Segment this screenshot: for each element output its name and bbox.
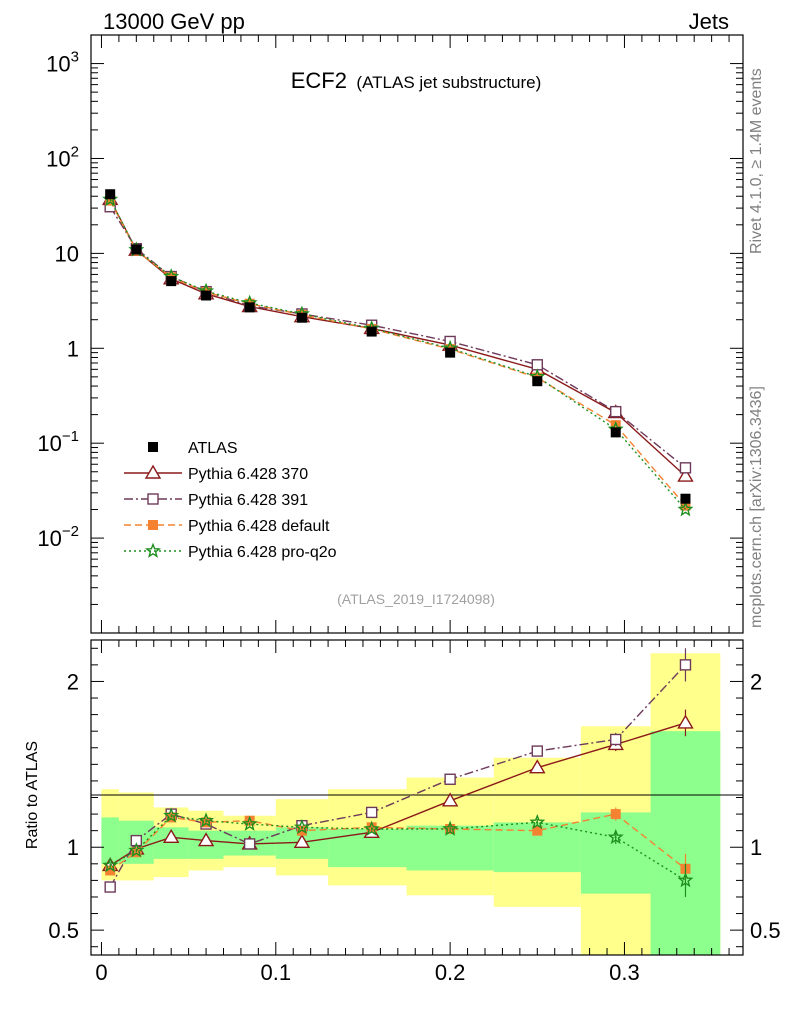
ratio-point-pythia-6-428-default xyxy=(105,865,116,876)
legend-marker-atlas xyxy=(148,442,158,452)
ratio-band-inner xyxy=(650,731,721,955)
ratio-y-tick-label-right: 0.5 xyxy=(750,918,781,943)
x-tick-label: 0.1 xyxy=(260,960,291,985)
x-axis: 0 0.1 0.2 0.3 xyxy=(95,35,730,985)
point-pythia-6-428-391 xyxy=(610,405,622,418)
point-atlas xyxy=(445,347,456,358)
ratio-point-pythia-6-428-default xyxy=(532,825,543,836)
chart-title-sub: (ATLAS jet substructure) xyxy=(356,73,541,92)
chart-title-main: ECF2 xyxy=(291,68,347,93)
point-pythia-6-428-391 xyxy=(679,462,692,474)
mcplots-source-label: mcplots.cern.ch [arXiv:1306.3436] xyxy=(748,386,765,628)
point-atlas xyxy=(532,376,543,387)
category-label: Jets xyxy=(689,9,729,34)
legend-item-pythia-6-428-default: Pythia 6.428 default xyxy=(124,518,330,535)
ratio-point-pythia-6-428-pro-q2o xyxy=(363,820,380,836)
ratio-point-pythia-6-428-370 xyxy=(293,833,311,848)
ratio-point-pythia-6-428-370 xyxy=(529,759,546,774)
ratio-point-pythia-6-428-pro-q2o xyxy=(128,842,145,858)
analysis-id-label: (ATLAS_2019_I1724098) xyxy=(337,591,495,607)
x-tick-label: 0 xyxy=(95,960,107,985)
ratio-point-pythia-6-428-pro-q2o xyxy=(163,807,180,823)
main-y-tick-label: 103 xyxy=(46,49,79,77)
ratio-point-pythia-6-428-pro-q2o xyxy=(102,857,119,873)
ratio-point-pythia-6-428-391 xyxy=(243,838,256,850)
series-line-pythia-6-428-pro-q2o xyxy=(109,199,686,510)
ratio-band-inner xyxy=(580,812,651,894)
energy-label: 13000 GeV pp xyxy=(103,9,245,34)
legend-label-pythia-6-428-default: Pythia 6.428 default xyxy=(188,518,330,535)
main-y-tick-label: 10−1 xyxy=(37,428,79,456)
ratio-point-pythia-6-428-default xyxy=(610,809,621,820)
ratio-point-pythia-6-428-391 xyxy=(104,881,116,893)
ratio-point-pythia-6-428-370 xyxy=(441,792,459,807)
ratio-point-pythia-6-428-370 xyxy=(162,828,180,843)
ratio-point-pythia-6-428-391 xyxy=(444,773,456,785)
point-pythia-6-428-default xyxy=(610,420,621,431)
ratio-y-axis-label: Ratio to ATLAS xyxy=(24,741,41,849)
legend-item-atlas: ATLAS xyxy=(148,440,238,457)
point-atlas xyxy=(296,312,307,323)
ratio-point-pythia-6-428-391 xyxy=(365,806,378,819)
legend-label-atlas: ATLAS xyxy=(188,440,238,457)
ratio-point-pythia-6-428-391 xyxy=(531,745,543,757)
ratio-y-tick-label-right: 1 xyxy=(750,835,762,860)
legend-marker-pythia-6-428-370 xyxy=(144,464,162,479)
chart-title: ECF2 (ATLAS jet substructure) xyxy=(291,68,542,93)
ratio-point-pythia-6-428-pro-q2o xyxy=(529,813,546,830)
main-plot-frame xyxy=(90,34,744,634)
ratio-y-tick-label-left: 1 xyxy=(67,835,79,860)
legend-marker-pythia-6-428-default xyxy=(148,520,158,530)
legend-item-pythia-6-428-pro-q2o: Pythia 6.428 pro-q2o xyxy=(124,542,337,561)
ratio-point-pythia-6-428-pro-q2o xyxy=(677,871,694,888)
ratio-point-pythia-6-428-pro-q2o xyxy=(241,815,258,831)
rivet-version-label: Rivet 4.1.0, ≥ 1.4M events xyxy=(748,68,765,254)
main-y-tick-label: 10 xyxy=(55,241,79,266)
ratio-y-tick-label-left: 0.5 xyxy=(48,918,79,943)
ratio-point-pythia-6-428-pro-q2o xyxy=(198,812,215,828)
point-atlas xyxy=(366,326,377,337)
legend-item-pythia-6-428-391: Pythia 6.428 391 xyxy=(124,492,308,509)
x-tick-label: 0.2 xyxy=(435,960,466,985)
ratio-point-pythia-6-428-pro-q2o xyxy=(293,818,310,835)
legend-item-pythia-6-428-370: Pythia 6.428 370 xyxy=(124,464,308,483)
point-atlas xyxy=(105,189,116,200)
x-tick-label: 0.3 xyxy=(609,960,640,985)
point-pythia-6-428-391 xyxy=(531,359,543,371)
ratio-point-pythia-6-428-default xyxy=(244,815,255,826)
ratio-y-tick-label-right: 2 xyxy=(750,669,762,694)
main-y-tick-label: 1 xyxy=(67,336,79,361)
point-atlas xyxy=(610,427,621,438)
point-atlas xyxy=(244,302,255,313)
ratio-point-pythia-6-428-pro-q2o xyxy=(607,828,624,845)
ratio-point-pythia-6-428-370 xyxy=(677,714,694,729)
ratio-line-pythia-6-428-391 xyxy=(109,664,686,888)
main-series-layer xyxy=(101,189,694,517)
point-atlas xyxy=(131,244,142,255)
ratio-point-pythia-6-428-391 xyxy=(610,733,622,746)
ratio-series-layer xyxy=(101,648,694,897)
legend-label-pythia-6-428-pro-q2o: Pythia 6.428 pro-q2o xyxy=(188,544,337,561)
ratio-band-inner xyxy=(101,817,119,864)
point-pythia-6-428-370 xyxy=(677,467,694,482)
legend-label-pythia-6-428-391: Pythia 6.428 391 xyxy=(188,492,308,509)
main-y-tick-label: 10−2 xyxy=(37,523,79,551)
legend-label-pythia-6-428-370: Pythia 6.428 370 xyxy=(188,466,308,483)
legend: ATLAS Pythia 6.428 370 Pythia 6.428 391 Pyt… xyxy=(124,440,337,561)
ratio-y-tick-label-left: 2 xyxy=(67,669,79,694)
point-atlas xyxy=(201,290,212,301)
point-atlas xyxy=(166,276,177,287)
point-pythia-6-428-pro-q2o xyxy=(677,501,694,517)
ratio-point-pythia-6-428-370 xyxy=(197,832,215,847)
legend-marker-pythia-6-428-391 xyxy=(147,493,159,505)
ratio-point-pythia-6-428-pro-q2o xyxy=(442,820,459,836)
legend-marker-pythia-6-428-pro-q2o xyxy=(144,542,162,558)
point-atlas xyxy=(680,493,691,504)
ratio-y-axis: 0.5 0.5 1 1 2 2 xyxy=(48,647,781,948)
point-pythia-6-428-default xyxy=(680,500,691,511)
ratio-point-pythia-6-428-391 xyxy=(679,659,692,671)
main-y-tick-label: 102 xyxy=(46,143,79,171)
